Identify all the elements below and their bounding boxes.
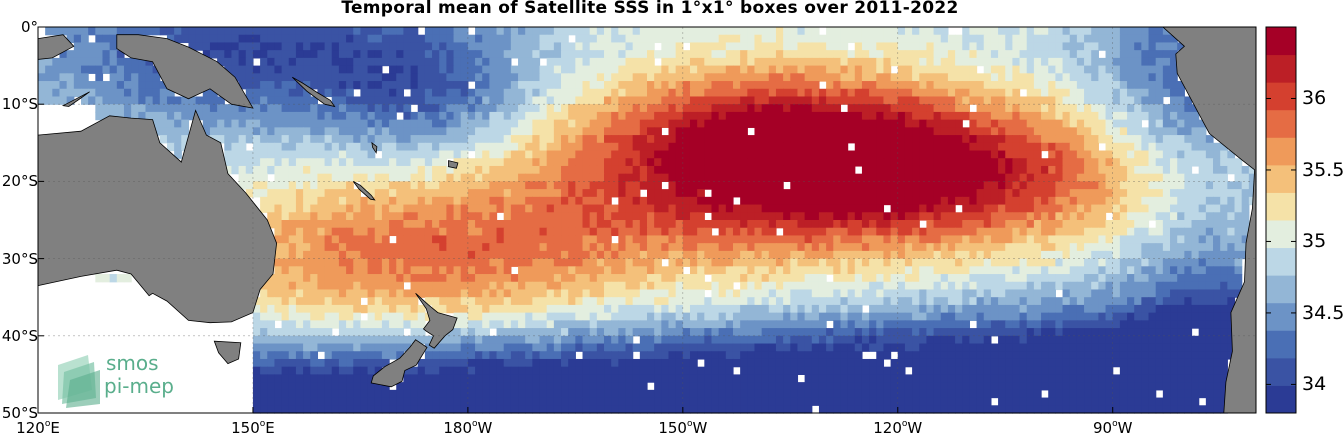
nz-south-island-land [370, 339, 428, 388]
lat-label: 30°S [1, 249, 38, 268]
lat-label: 20°S [1, 172, 38, 191]
lat-label: 10°S [1, 95, 38, 114]
lon-label: 120oE [16, 419, 60, 437]
lat-label: 50°S [1, 404, 38, 422]
lat-label: 0° [20, 18, 38, 36]
colorbar-tick-label: 34 [1302, 373, 1327, 396]
logo-line1: smos [106, 351, 159, 375]
lat-label: 40°S [1, 326, 38, 345]
vanuatu-land [371, 141, 378, 154]
colorbar-tick-label: 34.5 [1302, 301, 1343, 324]
lon-label: 90oW [1092, 419, 1133, 437]
solomon-land [292, 76, 336, 108]
land-masses [37, 26, 1257, 414]
fiji-land [448, 160, 459, 169]
colorbar-tick-label: 35.5 [1302, 158, 1343, 181]
chart-title: Temporal mean of Satellite SSS in 1°x1° … [341, 0, 959, 18]
lon-label: 120oW [873, 419, 923, 437]
new-caledonia-land [352, 181, 376, 201]
smos-pi-mep-logo: smos pi-mep [58, 351, 174, 408]
lon-label: 180oW [443, 419, 493, 437]
colorbar [1265, 26, 1297, 414]
map-frame [37, 26, 1257, 414]
new-guinea-land [116, 34, 254, 109]
nz-north-island-land [415, 293, 458, 349]
sss-data-cells [38, 27, 1257, 414]
lon-label: 150oW [658, 419, 708, 437]
lon-label: 150oE [231, 419, 275, 437]
colorbar-tick-label: 35 [1302, 230, 1327, 253]
timor-land [61, 91, 90, 107]
colorbar-tick-label: 36 [1302, 87, 1327, 110]
logo-line2: pi-mep [104, 374, 174, 398]
tasmania-land [213, 340, 242, 365]
